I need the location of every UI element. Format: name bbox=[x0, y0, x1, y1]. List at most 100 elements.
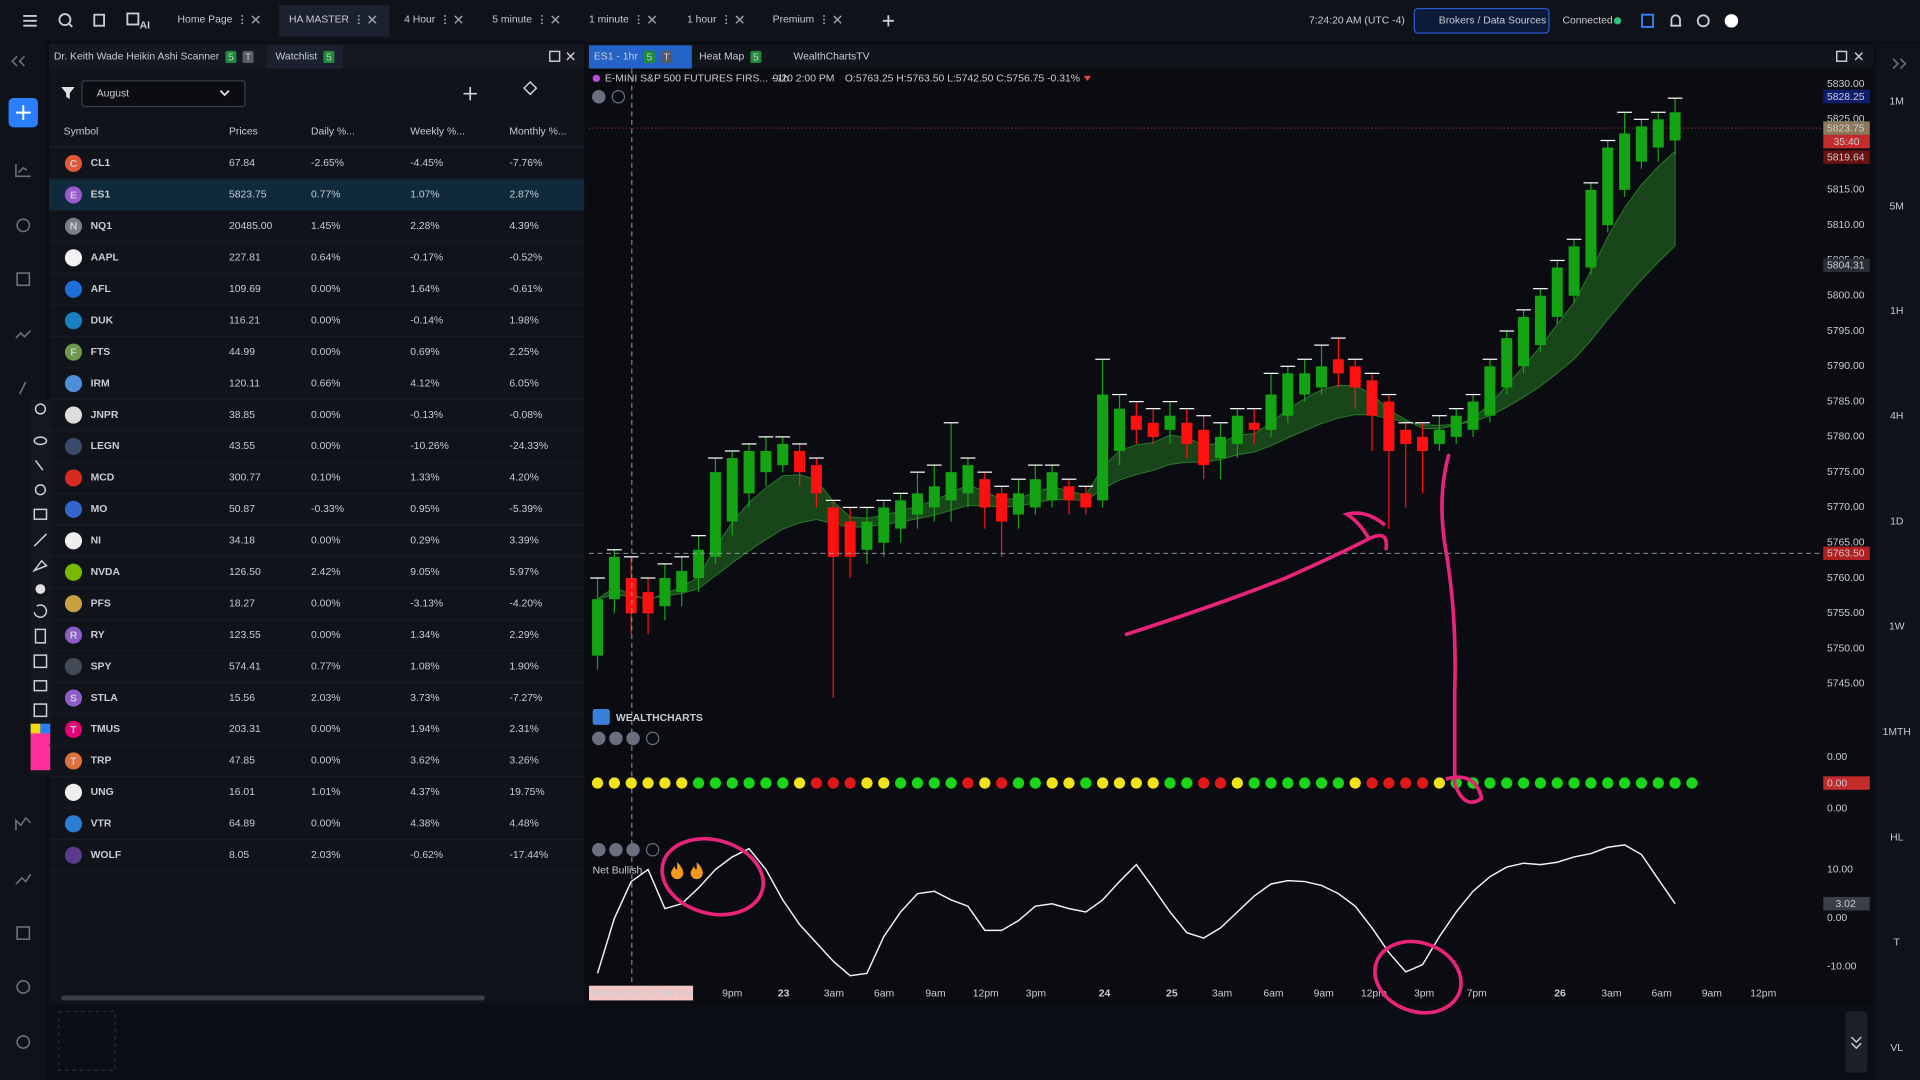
workspace-tab[interactable]: 1 minute bbox=[589, 14, 629, 25]
timeframe[interactable]: 4H bbox=[1890, 411, 1903, 422]
new-tab[interactable] bbox=[882, 15, 894, 27]
clock-icon[interactable] bbox=[16, 218, 31, 233]
tool-ruler[interactable] bbox=[33, 508, 48, 520]
monthly-change: -0.61% bbox=[509, 284, 542, 295]
tool-lock[interactable] bbox=[33, 654, 48, 669]
workspace-tab[interactable]: 4 Hour bbox=[404, 14, 436, 25]
tab-close[interactable] bbox=[551, 15, 560, 24]
tab-close[interactable] bbox=[368, 15, 377, 24]
chart-tab[interactable]: WealthChartsTV bbox=[793, 52, 869, 63]
collapse-icon[interactable] bbox=[1850, 1036, 1862, 1050]
maximize-watchlist[interactable] bbox=[549, 50, 561, 62]
symbol: RY bbox=[91, 630, 105, 641]
search-icon[interactable] bbox=[58, 13, 72, 27]
workspace-tab[interactable]: HA MASTER bbox=[289, 14, 350, 25]
chart-icon[interactable] bbox=[15, 164, 31, 178]
table-scrollbar[interactable] bbox=[61, 995, 485, 1001]
tab-close[interactable] bbox=[647, 15, 657, 24]
timeframe[interactable]: HL bbox=[1890, 832, 1904, 843]
tool-cursor[interactable] bbox=[34, 459, 44, 471]
signal-dot bbox=[1265, 777, 1277, 789]
pane-control[interactable] bbox=[611, 90, 626, 104]
pane-control[interactable] bbox=[609, 843, 623, 857]
active-tab[interactable] bbox=[266, 45, 343, 69]
add-widget[interactable] bbox=[58, 1010, 116, 1071]
tool-list[interactable] bbox=[33, 703, 48, 718]
timeframe[interactable]: 1D bbox=[1890, 516, 1903, 527]
copy-icon[interactable] bbox=[16, 926, 31, 940]
candle-body bbox=[1568, 246, 1580, 296]
tool-magnet[interactable] bbox=[34, 484, 47, 496]
pane-control[interactable] bbox=[645, 843, 660, 857]
timeframe[interactable]: 1MTH bbox=[1883, 727, 1911, 738]
trend-icon[interactable] bbox=[15, 330, 32, 339]
help-icon[interactable] bbox=[1724, 14, 1739, 28]
tab-close[interactable] bbox=[735, 15, 744, 24]
add-symbol[interactable] bbox=[463, 86, 477, 101]
tool-dot[interactable] bbox=[35, 584, 46, 594]
symbol-logo bbox=[64, 217, 83, 235]
calendar-icon[interactable] bbox=[16, 272, 31, 287]
layout-icon[interactable] bbox=[93, 13, 105, 27]
symbol-logo bbox=[64, 846, 83, 864]
pane-control[interactable] bbox=[626, 843, 640, 857]
settings-icon[interactable] bbox=[1696, 14, 1710, 28]
workspace-tab[interactable]: Premium bbox=[773, 14, 815, 25]
tool-pin[interactable] bbox=[34, 403, 47, 415]
brokers-button-box[interactable] bbox=[1413, 7, 1550, 34]
draw-icon[interactable] bbox=[18, 381, 27, 395]
pane-control[interactable] bbox=[592, 731, 606, 746]
strategy-icon[interactable] bbox=[15, 873, 32, 885]
workspace-tab[interactable]: Home Page bbox=[178, 14, 233, 25]
tab-menu-dot bbox=[725, 22, 728, 25]
tool-undo[interactable] bbox=[33, 604, 48, 618]
pane-control[interactable] bbox=[626, 731, 640, 746]
pane-control[interactable] bbox=[592, 843, 606, 857]
close-chart[interactable] bbox=[1854, 52, 1863, 61]
color-pink[interactable] bbox=[30, 733, 51, 771]
tab-close[interactable] bbox=[833, 15, 842, 24]
workspace-tab[interactable]: 1 hour bbox=[687, 14, 717, 25]
workspace-tab[interactable]: 5 minute bbox=[492, 14, 532, 25]
chart-tab[interactable]: Heat Map bbox=[699, 52, 744, 63]
target-icon[interactable] bbox=[16, 980, 31, 994]
tab-close[interactable] bbox=[454, 15, 463, 24]
annotation-circle bbox=[660, 837, 766, 917]
timeframe[interactable]: 1M bbox=[1890, 96, 1904, 107]
tool-trash[interactable] bbox=[34, 628, 47, 644]
badge-box bbox=[225, 50, 237, 64]
pane-control[interactable] bbox=[609, 731, 623, 746]
maximize-chart[interactable] bbox=[1836, 50, 1848, 62]
collapse-icon[interactable] bbox=[11, 55, 26, 67]
timeframe[interactable]: VL bbox=[1890, 1043, 1903, 1054]
tool-eye[interactable] bbox=[33, 436, 48, 446]
filter-dropdown[interactable] bbox=[81, 80, 246, 108]
symbol: NVDA bbox=[91, 567, 121, 578]
close-watchlist[interactable] bbox=[566, 52, 575, 61]
timeframe[interactable]: T bbox=[1894, 938, 1901, 949]
ai-icon[interactable] bbox=[126, 12, 140, 26]
annotation-circle bbox=[1373, 939, 1463, 1015]
save-icon[interactable] bbox=[1641, 13, 1654, 28]
pane-control[interactable] bbox=[592, 90, 606, 104]
timeframe[interactable]: 1W bbox=[1889, 622, 1905, 633]
indicator-icon[interactable] bbox=[15, 816, 32, 831]
bell-icon[interactable] bbox=[1670, 14, 1682, 27]
timeframe[interactable]: 1H bbox=[1890, 306, 1903, 317]
filter-icon[interactable] bbox=[61, 86, 75, 100]
tool-camera[interactable] bbox=[33, 680, 48, 692]
color-yellow[interactable] bbox=[30, 723, 41, 734]
chart-tab[interactable]: ES1 - 1hr bbox=[594, 52, 638, 63]
tag-icon[interactable] bbox=[523, 81, 538, 96]
pane-control[interactable] bbox=[645, 731, 660, 746]
color-blue[interactable] bbox=[40, 723, 51, 734]
tool-eraser[interactable] bbox=[32, 559, 48, 573]
menu-icon[interactable] bbox=[23, 15, 37, 27]
expand-icon[interactable] bbox=[1892, 58, 1907, 70]
timeframe[interactable]: 5M bbox=[1890, 202, 1904, 213]
tool-line[interactable] bbox=[33, 533, 48, 547]
selected-row[interactable] bbox=[48, 179, 585, 211]
tab-close[interactable] bbox=[251, 15, 260, 24]
signal-dot bbox=[1012, 777, 1025, 789]
globe-icon[interactable] bbox=[16, 1035, 31, 1049]
